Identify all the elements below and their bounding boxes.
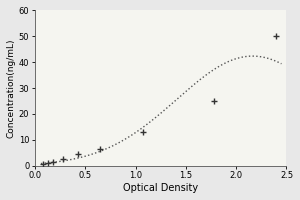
Y-axis label: Concentration(ng/mL): Concentration(ng/mL) (7, 38, 16, 138)
X-axis label: Optical Density: Optical Density (123, 183, 198, 193)
